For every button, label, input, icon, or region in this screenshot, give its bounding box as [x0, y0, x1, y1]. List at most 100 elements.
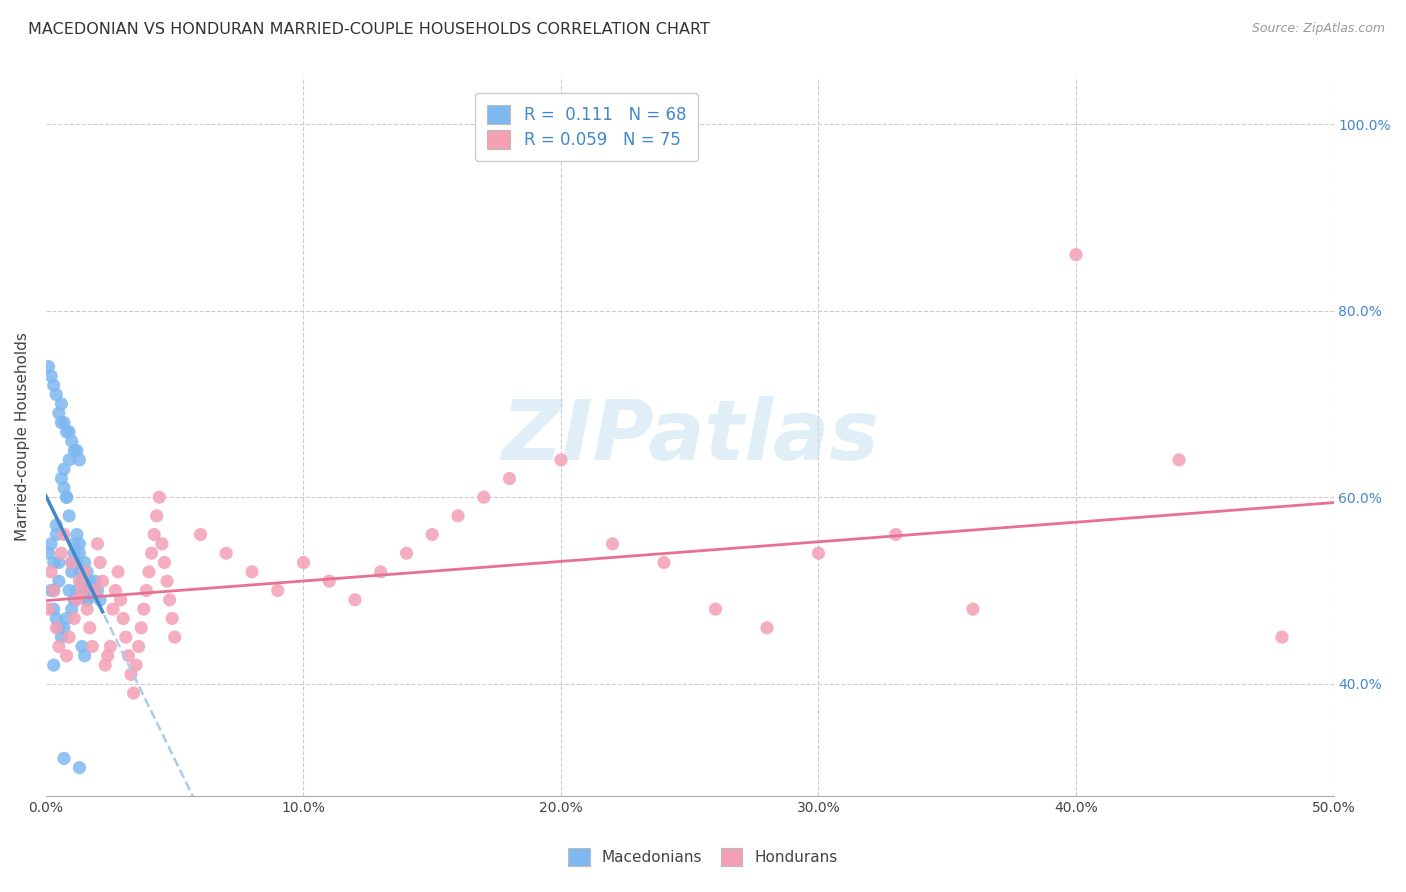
- Point: [42, 556, 65, 570]
- Point: [76, 592, 98, 607]
- Point: [104, 583, 127, 598]
- Point: [45, 611, 67, 625]
- Point: [156, 574, 179, 589]
- Point: [42, 602, 65, 616]
- Point: [292, 556, 315, 570]
- Point: [602, 537, 624, 551]
- Point: [55, 490, 77, 504]
- Point: [39, 565, 62, 579]
- Point: [73, 648, 96, 663]
- Point: [89, 556, 111, 570]
- Point: [38, 602, 60, 616]
- Point: [86, 537, 108, 551]
- Point: [48, 640, 70, 654]
- Point: [83, 583, 105, 598]
- Point: [160, 611, 183, 625]
- Point: [60, 556, 83, 570]
- Point: [128, 640, 150, 654]
- Point: [148, 490, 170, 504]
- Point: [39, 368, 62, 383]
- Point: [48, 621, 70, 635]
- Point: [53, 527, 76, 541]
- Point: [58, 508, 80, 523]
- Point: [73, 583, 96, 598]
- Point: [60, 556, 83, 570]
- Point: [70, 583, 93, 598]
- Point: [163, 630, 186, 644]
- Point: [153, 556, 176, 570]
- Point: [51, 546, 73, 560]
- Point: [98, 640, 121, 654]
- Point: [63, 592, 86, 607]
- Point: [60, 602, 83, 616]
- Point: [101, 602, 124, 616]
- Point: [704, 602, 727, 616]
- Point: [138, 565, 160, 579]
- Text: Source: ZipAtlas.com: Source: ZipAtlas.com: [1251, 22, 1385, 36]
- Point: [53, 481, 76, 495]
- Text: MACEDONIAN VS HONDURAN MARRIED-COUPLE HOUSEHOLDS CORRELATION CHART: MACEDONIAN VS HONDURAN MARRIED-COUPLE HO…: [28, 22, 710, 37]
- Point: [122, 686, 145, 700]
- Point: [370, 565, 392, 579]
- Point: [69, 574, 91, 589]
- Point: [48, 574, 70, 589]
- Point: [159, 592, 181, 607]
- Point: [51, 630, 73, 644]
- Point: [58, 583, 80, 598]
- Point: [38, 359, 60, 374]
- Point: [51, 471, 73, 485]
- Point: [884, 527, 907, 541]
- Point: [55, 490, 77, 504]
- Point: [472, 490, 495, 504]
- Point: [550, 453, 572, 467]
- Point: [58, 425, 80, 439]
- Point: [70, 565, 93, 579]
- Point: [756, 621, 779, 635]
- Point: [51, 397, 73, 411]
- Point: [51, 416, 73, 430]
- Point: [39, 583, 62, 598]
- Point: [107, 565, 129, 579]
- Point: [79, 621, 101, 635]
- Point: [76, 565, 98, 579]
- Point: [70, 574, 93, 589]
- Point: [73, 556, 96, 570]
- Point: [1374, 611, 1396, 625]
- Point: [58, 453, 80, 467]
- Point: [69, 565, 91, 579]
- Point: [55, 425, 77, 439]
- Point: [60, 434, 83, 449]
- Point: [125, 658, 148, 673]
- Point: [420, 527, 443, 541]
- Point: [1064, 248, 1087, 262]
- Point: [94, 658, 117, 673]
- Point: [66, 592, 89, 607]
- Point: [48, 406, 70, 420]
- Point: [69, 546, 91, 560]
- Point: [1168, 453, 1191, 467]
- Point: [42, 658, 65, 673]
- Point: [86, 583, 108, 598]
- Point: [42, 583, 65, 598]
- Point: [114, 630, 136, 644]
- Point: [53, 462, 76, 476]
- Point: [63, 537, 86, 551]
- Point: [117, 648, 139, 663]
- Point: [190, 527, 212, 541]
- Point: [76, 602, 98, 616]
- Point: [73, 565, 96, 579]
- Point: [48, 556, 70, 570]
- Point: [60, 565, 83, 579]
- Point: [97, 648, 120, 663]
- Point: [267, 583, 290, 598]
- Point: [63, 443, 86, 458]
- Point: [58, 630, 80, 644]
- Point: [962, 602, 984, 616]
- Point: [73, 583, 96, 598]
- Point: [42, 583, 65, 598]
- Legend: Macedonians, Hondurans: Macedonians, Hondurans: [561, 841, 845, 873]
- Point: [63, 611, 86, 625]
- Y-axis label: Married-couple Households: Married-couple Households: [15, 332, 30, 541]
- Point: [55, 648, 77, 663]
- Point: [76, 592, 98, 607]
